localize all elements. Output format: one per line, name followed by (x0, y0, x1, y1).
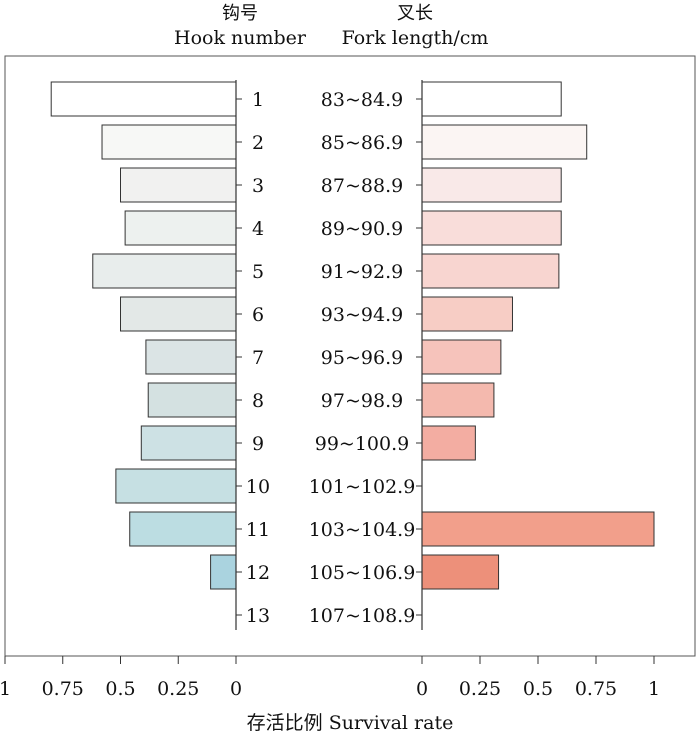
left-bar-4 (124, 210, 237, 246)
right-bar-5 (421, 296, 513, 332)
fork-label-4: 91~92.9 (321, 261, 403, 283)
right-title-en: Fork length/cm (341, 27, 489, 49)
left-bar-1 (50, 81, 237, 117)
left-title-en: Hook number (174, 27, 306, 49)
right-bar-8 (421, 425, 476, 461)
fork-label-9: 101~102.9 (309, 476, 416, 498)
right-bar-11 (421, 554, 500, 590)
fork-label-2: 87~88.9 (321, 175, 403, 197)
hook-label-12: 12 (246, 562, 270, 584)
category-labels: 1234567891011121383~84.985~86.987~88.989… (246, 89, 415, 627)
hook-label-10: 10 (246, 476, 270, 498)
fork-label-7: 97~98.9 (321, 390, 403, 412)
right-panel-header: 叉长 Fork length/cm (320, 2, 510, 50)
hook-label-1: 1 (252, 89, 264, 111)
hook-label-2: 2 (252, 132, 264, 154)
right-x-ticklabel-1: 0.25 (459, 678, 501, 700)
left-x-ticklabel-4: 0 (230, 678, 242, 700)
right-x-ticklabel-2: 0.5 (523, 678, 553, 700)
left-bars (50, 81, 237, 590)
left-bar-2 (101, 124, 237, 160)
left-x-ticklabel-2: 0.5 (105, 678, 135, 700)
fork-label-0: 83~84.9 (321, 89, 403, 111)
fork-label-3: 89~90.9 (321, 218, 403, 240)
left-bar-9 (140, 425, 237, 461)
hook-label-11: 11 (246, 519, 270, 541)
left-title-cn: 钩号 (222, 3, 258, 24)
fork-label-10: 103~104.9 (309, 519, 416, 541)
hook-label-6: 6 (252, 304, 264, 326)
left-x-ticklabel-3: 0.25 (157, 678, 199, 700)
hook-label-4: 4 (252, 218, 264, 240)
hook-label-7: 7 (252, 347, 264, 369)
right-title-cn: 叉长 (397, 3, 433, 24)
hook-label-8: 8 (252, 390, 264, 412)
hook-label-9: 9 (252, 433, 264, 455)
left-bar-8 (147, 382, 237, 418)
right-bars (421, 81, 655, 590)
fork-label-11: 105~106.9 (309, 562, 416, 584)
right-bar-6 (421, 339, 502, 375)
right-x-ticklabel-4: 1 (648, 678, 660, 700)
fork-label-5: 93~94.9 (321, 304, 403, 326)
fork-label-6: 95~96.9 (321, 347, 403, 369)
left-bar-5 (92, 253, 237, 289)
left-bar-11 (129, 511, 237, 547)
right-bar-2 (421, 167, 562, 203)
left-bar-10 (115, 468, 237, 504)
right-x-ticklabel-0: 0 (416, 678, 428, 700)
right-bar-4 (421, 253, 560, 289)
x-axis-label: 存活比例 Survival rate (246, 712, 454, 734)
plot-frame (4, 55, 696, 657)
left-x-ticklabel-0: 1 (0, 678, 11, 700)
left-bar-7 (145, 339, 237, 375)
left-bar-3 (120, 167, 237, 203)
right-bar-1 (421, 124, 588, 160)
left-bar-6 (120, 296, 237, 332)
right-bar-10 (421, 511, 655, 547)
fork-label-12: 107~108.9 (309, 605, 416, 627)
axes: 1 0.75 0.5 0.25 0 0 0.25 0.5 0.75 1 (0, 80, 660, 700)
right-bar-3 (421, 210, 562, 246)
left-panel-header: 钩号 Hook number (150, 2, 330, 50)
left-bar-12 (210, 554, 237, 590)
hook-label-5: 5 (252, 261, 264, 283)
right-bar-7 (421, 382, 495, 418)
left-x-ticklabel-1: 0.75 (42, 678, 84, 700)
hook-label-13: 13 (246, 605, 270, 627)
fork-label-1: 85~86.9 (321, 132, 403, 154)
right-x-ticklabel-3: 0.75 (575, 678, 617, 700)
fork-label-8: 99~100.9 (315, 433, 410, 455)
hook-label-3: 3 (252, 175, 264, 197)
right-bar-0 (421, 81, 562, 117)
